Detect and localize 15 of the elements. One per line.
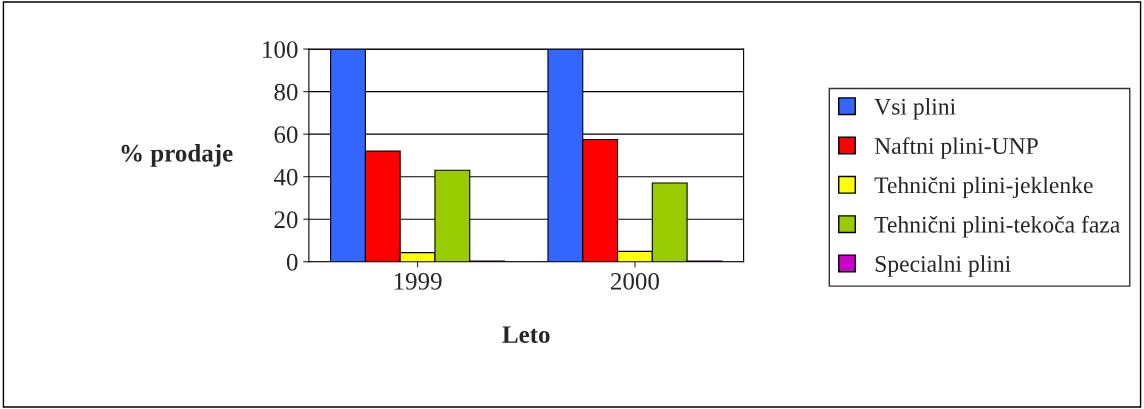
legend-label: Vsi plini (874, 98, 956, 120)
y-tick-label: 20 (274, 211, 298, 229)
legend-label: Tehnični plini-jeklenke (874, 176, 1093, 199)
legend-label: Naftni plini-UNP (874, 137, 1038, 159)
legend-label: Tehnični plini-tekoča faza (874, 215, 1120, 238)
y-tick-label: 100 (263, 41, 298, 58)
y-axis-title: % prodaje (121, 144, 233, 167)
legend-label: Specialni plini (875, 255, 1011, 277)
x-axis-title: Leto (502, 326, 550, 343)
y-tick-label: 80 (274, 83, 298, 101)
x-tick-label: 1999 (394, 272, 442, 290)
y-tick-label: 40 (273, 168, 298, 186)
y-tick-label: 0 (286, 253, 298, 271)
x-tick-label: 2000 (611, 272, 659, 290)
y-tick-label: 60 (274, 126, 298, 144)
